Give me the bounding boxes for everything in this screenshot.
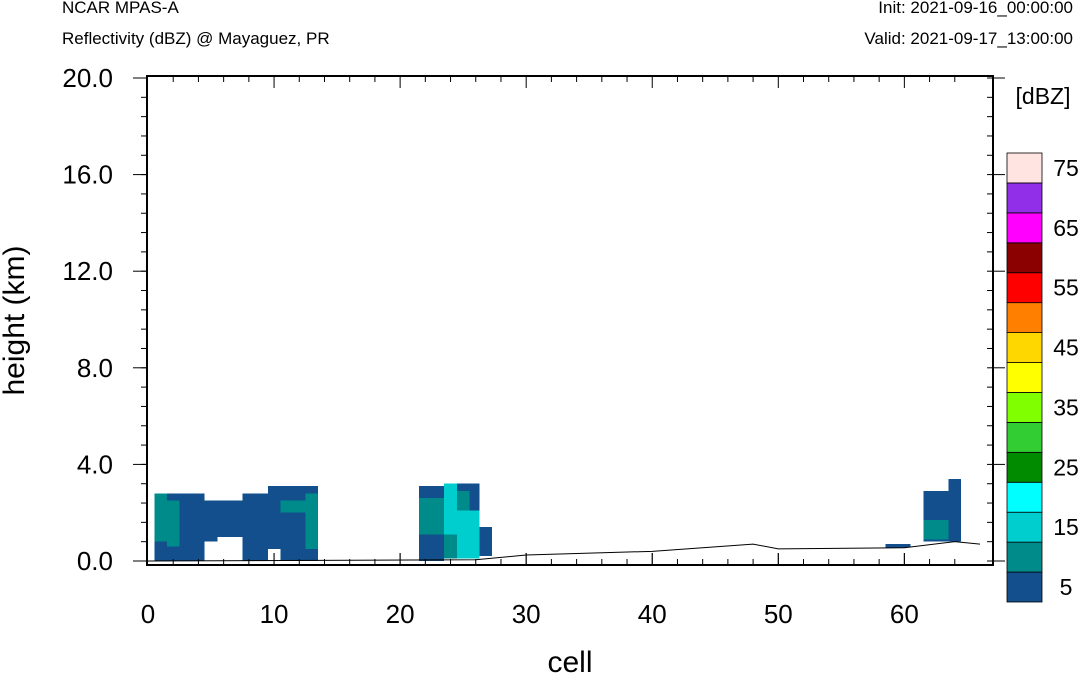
y-axis: 0.0 4.0 8.0 12.0 16.0 20.0 xyxy=(62,63,1005,576)
x-tick-label: 50 xyxy=(764,599,793,629)
reflectivity-cell xyxy=(469,483,480,511)
reflectivity-cell xyxy=(154,541,167,561)
x-axis-title: cell xyxy=(547,646,592,677)
reflectivity-cell xyxy=(166,546,180,561)
y-tick-label: 20.0 xyxy=(62,63,113,93)
colorbar-swatch xyxy=(1006,421,1043,453)
y-tick-label: 16.0 xyxy=(62,160,113,190)
reflectivity-cell xyxy=(166,500,180,547)
reflectivity-cell xyxy=(456,483,470,491)
x-tick-label: 60 xyxy=(890,599,919,629)
colorbar-label: 65 xyxy=(1053,215,1079,241)
colorbar-swatch xyxy=(1006,152,1043,184)
y-tick-label: 8.0 xyxy=(77,353,113,383)
colorbar-swatch xyxy=(1006,212,1043,244)
reflectivity-cell xyxy=(280,486,293,561)
colorbar-swatch xyxy=(1006,332,1043,363)
x-tick-label: 30 xyxy=(512,599,541,629)
colorbar-swatch xyxy=(1006,451,1043,483)
colorbar-label: 25 xyxy=(1053,454,1079,480)
colorbar-title: [dBZ] xyxy=(1016,83,1071,109)
reflectivity-cell xyxy=(179,493,193,561)
reflectivity-cell xyxy=(444,534,457,559)
valid-time: Valid: 2021-09-17_13:00:00 xyxy=(864,29,1073,48)
reflectivity-cell xyxy=(229,500,243,537)
reflectivity-cell xyxy=(204,500,218,542)
colorbar-label: 45 xyxy=(1053,335,1079,361)
colorbar-swatch xyxy=(1006,272,1043,304)
reflectivity-cell xyxy=(154,493,167,542)
reflectivity-cell xyxy=(267,486,281,549)
reflectivity-cells xyxy=(154,478,962,561)
colorbar-label: 15 xyxy=(1053,514,1079,540)
colorbar-swatch xyxy=(1006,302,1043,333)
x-tick-label: 40 xyxy=(638,599,667,629)
reflectivity-cell xyxy=(292,486,306,561)
reflectivity-cell xyxy=(444,483,457,535)
x-tick-label: 0 xyxy=(141,599,155,629)
plot-frame xyxy=(146,75,994,566)
colorbar-swatch xyxy=(1006,511,1043,543)
reflectivity-cell xyxy=(923,519,949,540)
x-tick-label: 20 xyxy=(386,599,415,629)
reflectivity-cell xyxy=(305,493,319,549)
x-tick-label: 10 xyxy=(260,599,289,629)
y-axis-title: height (km) xyxy=(0,245,31,395)
terrain-line xyxy=(147,541,981,562)
reflectivity-cell xyxy=(192,493,205,561)
y-tick-label: 12.0 xyxy=(62,256,113,286)
colorbar: 5 15 25 35 45 55 65 75 xyxy=(1006,152,1079,603)
init-time: Init: 2021-09-16_00:00:00 xyxy=(878,0,1073,17)
reflectivity-cell xyxy=(948,478,962,542)
x-axis: 0 10 20 30 40 50 60 xyxy=(141,76,956,629)
reflectivity-cell xyxy=(217,500,230,537)
reflectivity-cell xyxy=(885,544,911,548)
colorbar-swatch xyxy=(1006,392,1043,423)
colorbar-label: 55 xyxy=(1053,275,1079,301)
colorbar-label: 75 xyxy=(1053,155,1079,181)
colorbar-label: 35 xyxy=(1053,394,1079,420)
colorbar-swatch xyxy=(1006,571,1043,603)
y-tick-label: 0.0 xyxy=(77,546,113,576)
colorbar-label: 5 xyxy=(1060,574,1073,600)
colorbar-swatch xyxy=(1006,182,1043,214)
reflectivity-cell xyxy=(419,498,445,535)
colorbar-swatch xyxy=(1006,481,1043,513)
reflectivity-cell xyxy=(166,493,180,501)
colorbar-swatch xyxy=(1006,541,1043,573)
reflectivity-cell xyxy=(419,486,445,499)
reflectivity-cell xyxy=(479,527,493,557)
reflectivity-cell xyxy=(242,493,256,561)
reflectivity-cell xyxy=(280,500,306,513)
model-label: NCAR MPAS-A xyxy=(62,0,179,17)
reflectivity-cell xyxy=(255,493,268,561)
colorbar-swatch xyxy=(1006,362,1043,393)
terrain-layer xyxy=(147,541,981,562)
field-label: Reflectivity (dBZ) @ Mayaguez, PR xyxy=(62,29,330,48)
y-tick-label: 4.0 xyxy=(77,449,113,479)
colorbar-swatch xyxy=(1006,242,1043,274)
reflectivity-cell xyxy=(456,510,480,559)
reflectivity-cell xyxy=(419,534,445,561)
